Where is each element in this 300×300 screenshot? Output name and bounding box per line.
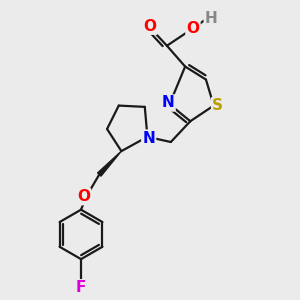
Text: N: N: [162, 95, 175, 110]
Text: H: H: [205, 11, 217, 26]
Polygon shape: [98, 151, 122, 176]
Text: N: N: [142, 130, 155, 146]
Text: S: S: [212, 98, 223, 113]
Text: O: O: [186, 21, 200, 36]
Text: O: O: [77, 189, 90, 204]
Text: F: F: [76, 280, 86, 295]
Text: O: O: [143, 19, 157, 34]
